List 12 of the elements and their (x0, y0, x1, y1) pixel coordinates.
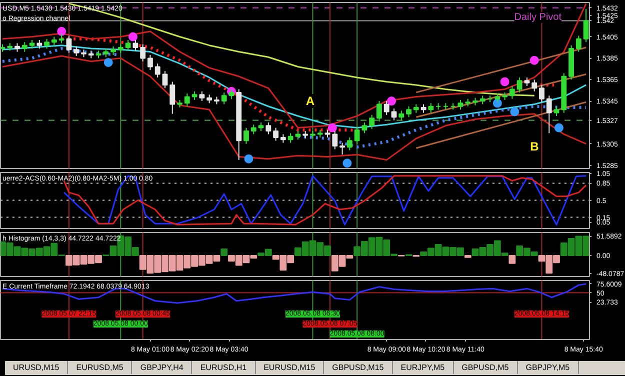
text: URUSD,M15 (5, 361, 68, 374)
annotation: A (306, 94, 315, 108)
text: GBPJPY,H4 (132, 361, 192, 374)
text: GBPUSD,M15 (324, 361, 393, 374)
text: EURUSD,H1 (192, 361, 256, 374)
annotation: B (530, 140, 540, 154)
text: EURJPY,M5 (392, 361, 454, 374)
text: GBPJPY,M5 (518, 361, 579, 374)
text: EURUSD,M15 (256, 361, 324, 374)
text: GBPUSD,M5 (454, 361, 518, 374)
ref-line-label: Daily Pivot (514, 12, 562, 23)
text: EURUSD,M5 (68, 361, 132, 374)
